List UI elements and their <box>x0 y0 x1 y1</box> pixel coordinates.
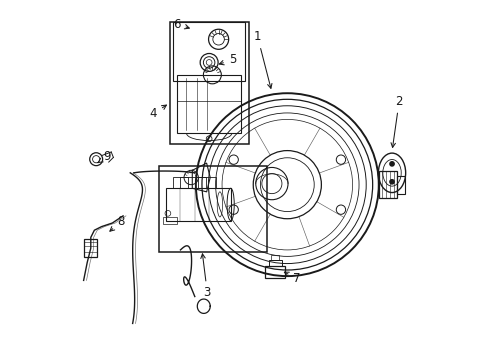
Bar <box>269 260 282 266</box>
Bar <box>84 239 97 257</box>
Bar <box>271 255 279 260</box>
Bar <box>379 171 397 198</box>
Bar <box>397 176 405 194</box>
Circle shape <box>390 180 394 184</box>
Bar <box>173 177 216 188</box>
Text: 8: 8 <box>110 215 125 231</box>
Bar <box>173 22 245 81</box>
Bar <box>170 22 248 144</box>
Text: 5: 5 <box>220 53 236 66</box>
Text: 1: 1 <box>254 30 272 88</box>
Bar <box>163 217 177 224</box>
Text: 6: 6 <box>173 18 189 31</box>
Bar <box>159 166 267 252</box>
Bar <box>180 177 188 188</box>
Bar <box>177 75 242 134</box>
Text: 2: 2 <box>391 95 403 147</box>
Bar <box>166 188 231 221</box>
Text: 3: 3 <box>201 254 211 300</box>
Text: 4: 4 <box>150 105 167 120</box>
Circle shape <box>390 162 394 166</box>
Bar <box>265 266 285 278</box>
Text: 9: 9 <box>98 150 111 163</box>
Bar <box>198 177 205 188</box>
Text: 7: 7 <box>284 272 301 285</box>
